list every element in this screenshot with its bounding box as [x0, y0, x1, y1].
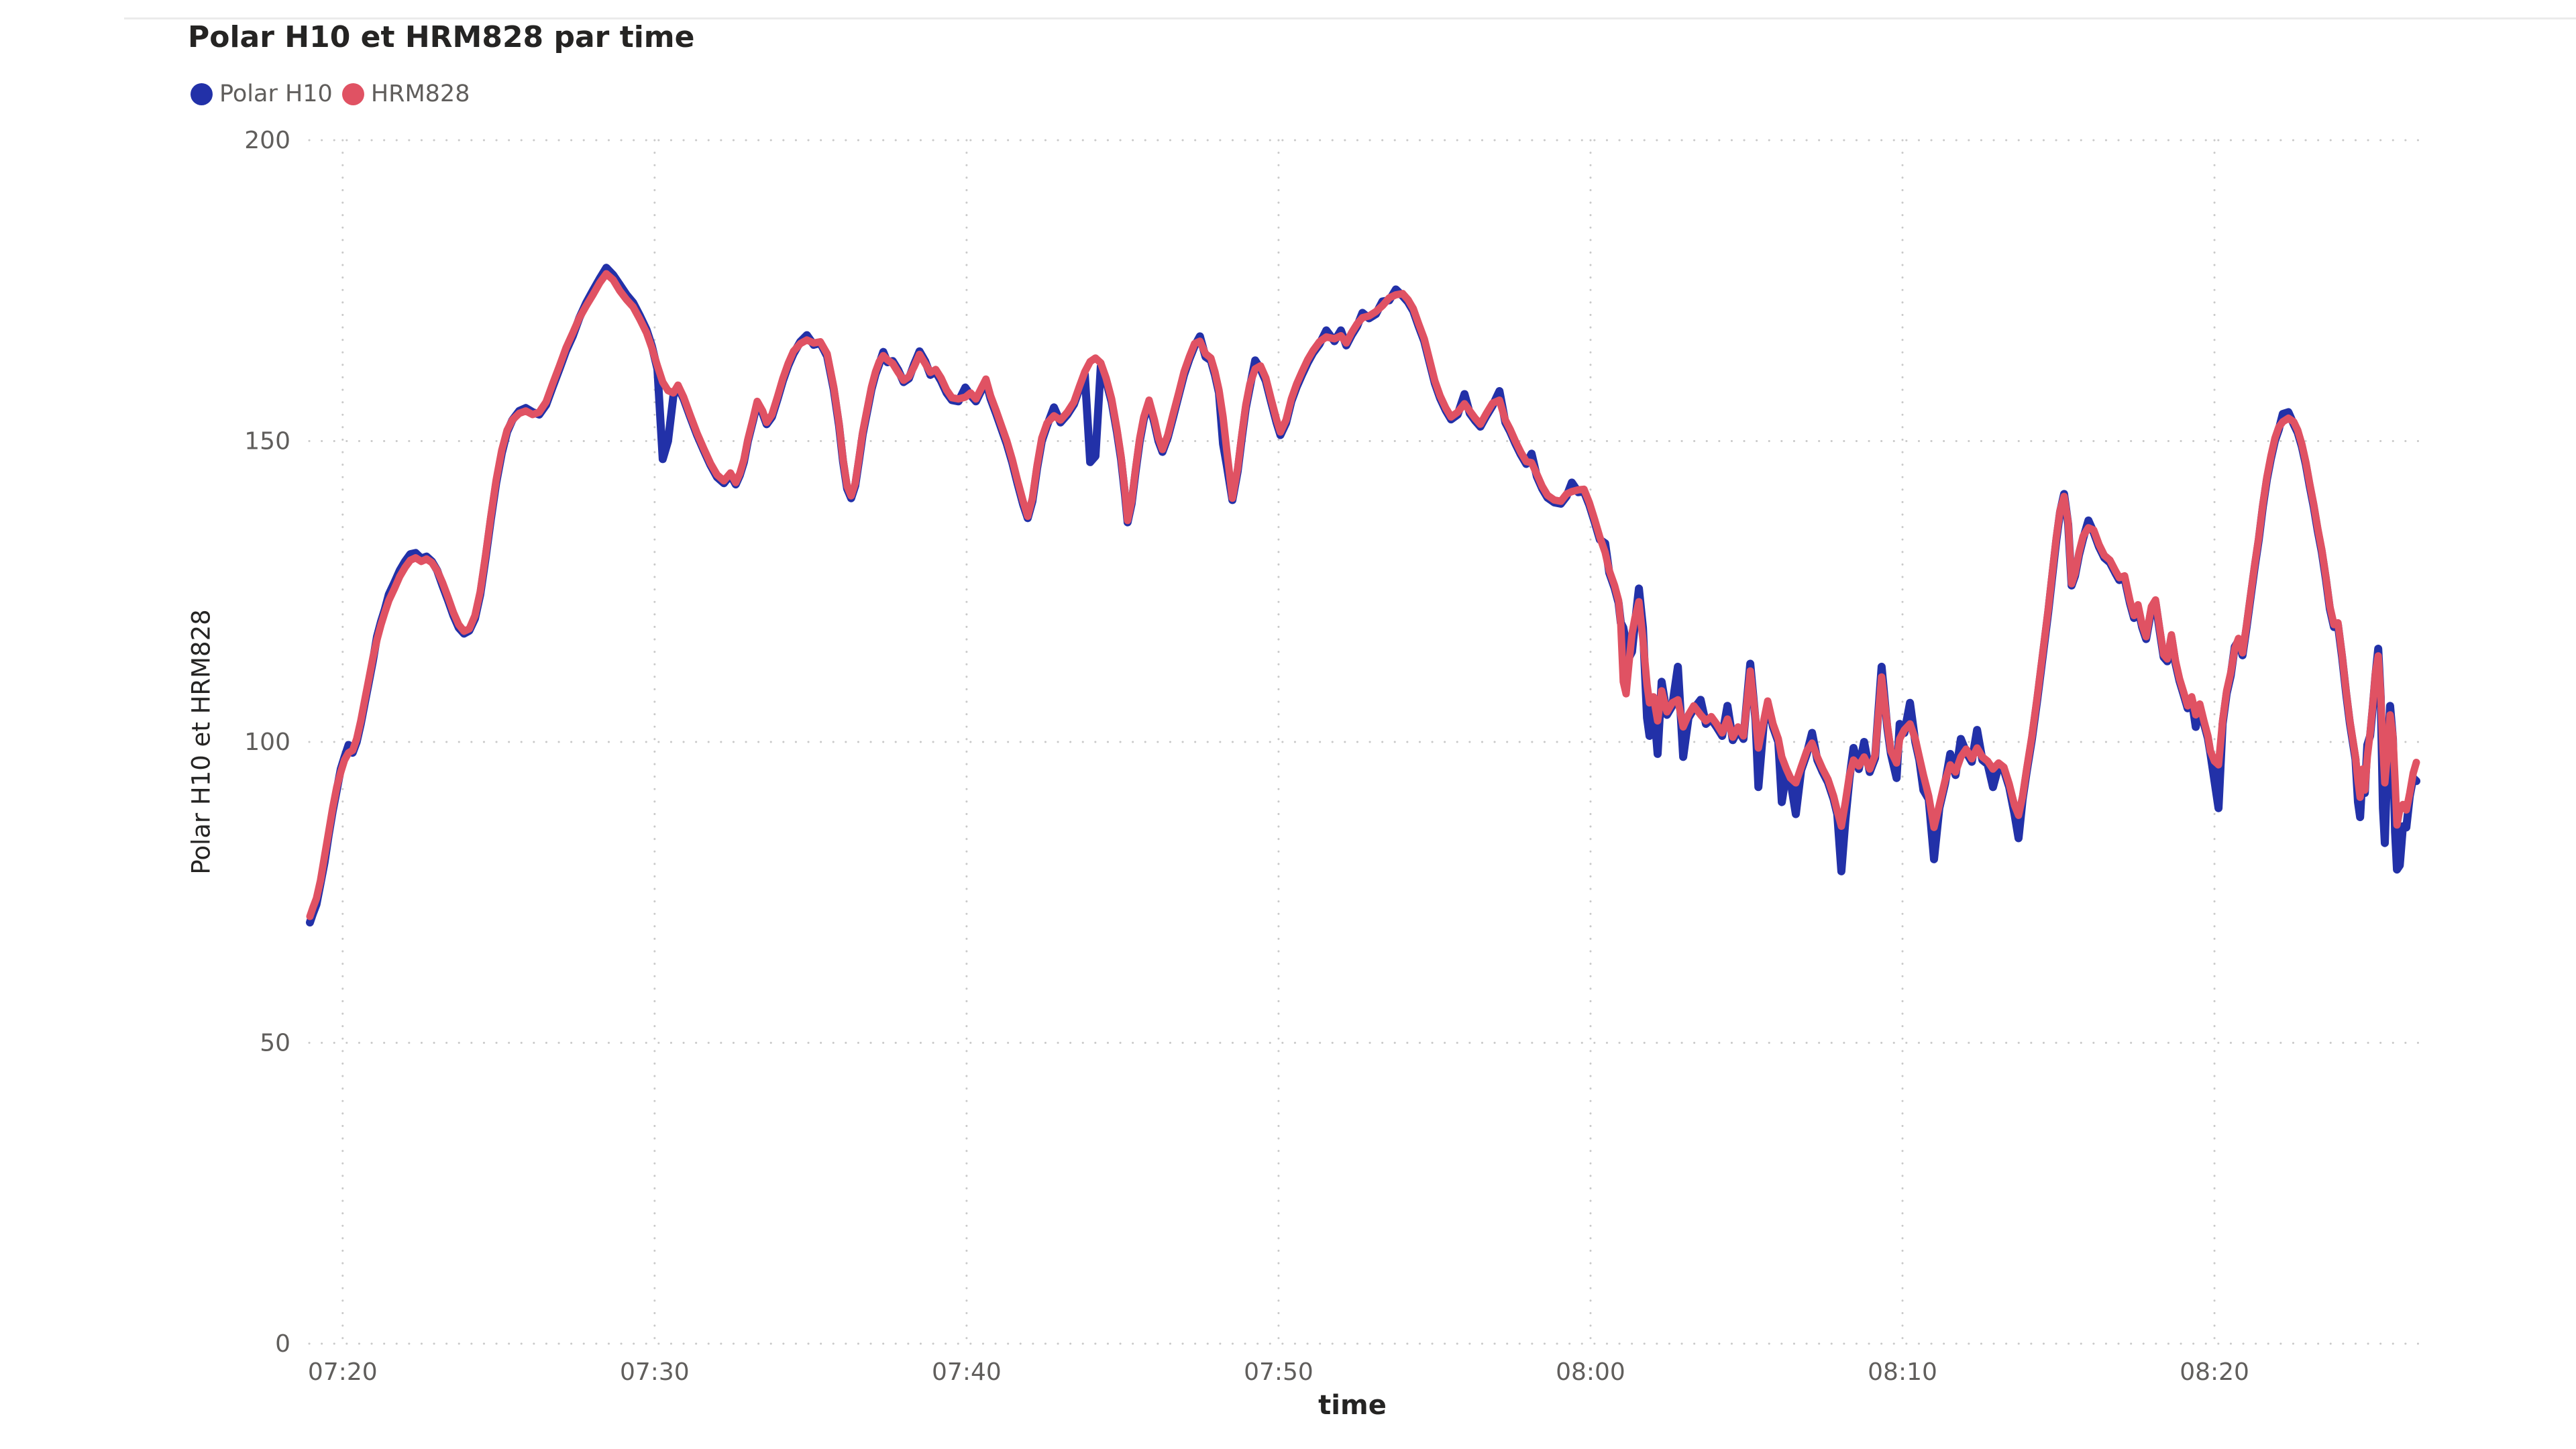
y-tick-label: 50	[260, 1030, 290, 1057]
y-tick-label: 150	[244, 428, 290, 455]
series-line-hrm828[interactable]	[306, 270, 2420, 920]
legend-dot-hrm828-icon	[341, 83, 364, 105]
legend-item-polar-h10[interactable]: Polar H10	[191, 80, 333, 107]
y-tick-label: 200	[244, 127, 290, 154]
x-axis-title: time	[1318, 1390, 1387, 1421]
y-tick-label: 0	[275, 1330, 290, 1358]
y-axis-title: Polar H10 et HRM828	[186, 609, 216, 875]
x-tick-label: 07:30	[620, 1358, 690, 1386]
legend-item-hrm828[interactable]: HRM828	[341, 80, 470, 107]
x-tick-label: 08:20	[2180, 1358, 2249, 1386]
legend: Polar H10 HRM828	[191, 80, 470, 107]
x-tick-label: 07:20	[308, 1358, 378, 1386]
y-tick-label: 100	[244, 729, 290, 756]
x-tick-label: 07:40	[932, 1358, 1002, 1386]
series-group	[306, 264, 2420, 927]
top-divider	[124, 17, 2576, 19]
x-tick-label: 08:10	[1868, 1358, 1937, 1386]
chart-title: Polar H10 et HRM828 par time	[188, 20, 695, 54]
legend-label-polar-h10: Polar H10	[219, 80, 333, 107]
series-line-polar-h10[interactable]	[306, 264, 2420, 927]
x-tick-label: 08:00	[1556, 1358, 1625, 1386]
x-tick-label: 07:50	[1244, 1358, 1313, 1386]
legend-dot-polar-h10-icon	[191, 83, 213, 105]
tick-labels: 0 50 100 150 200 07:20 07:30 07:40 07:50 08:00 08:…	[244, 127, 2249, 1386]
legend-label-hrm828: HRM828	[370, 80, 470, 107]
gridlines	[308, 139, 2422, 1345]
